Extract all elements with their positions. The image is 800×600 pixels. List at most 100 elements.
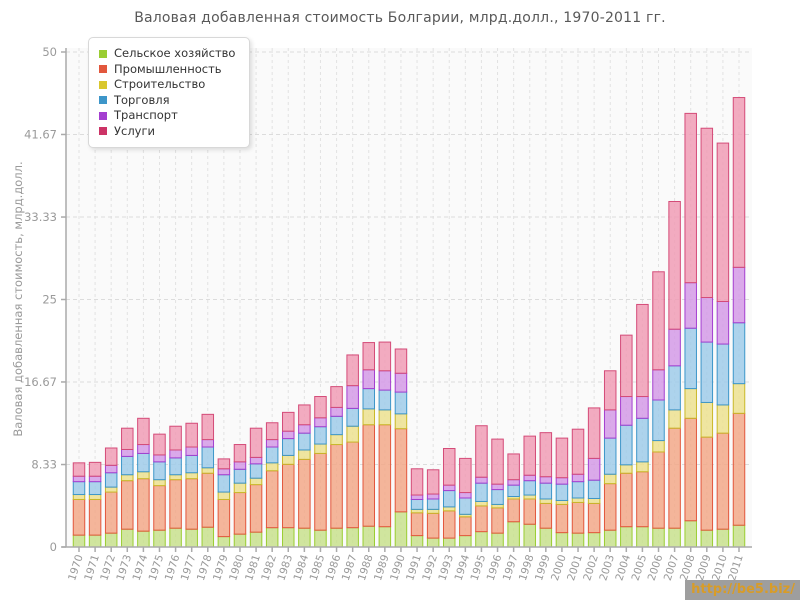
bar-segment[interactable] [716, 142, 730, 302]
bar-segment[interactable] [249, 477, 263, 486]
bar-segment[interactable] [475, 476, 488, 484]
bar-segment[interactable] [459, 516, 472, 537]
bar-segment[interactable] [442, 447, 456, 486]
bar-segment[interactable] [314, 452, 327, 531]
bar-segment[interactable] [620, 424, 633, 466]
bar-segment[interactable] [217, 468, 231, 476]
bar-segment[interactable] [362, 424, 376, 527]
bar-segment[interactable] [603, 437, 617, 475]
bar-segment[interactable] [104, 491, 118, 534]
bar-segment[interactable] [137, 478, 150, 532]
bar-segment[interactable] [426, 498, 440, 510]
bar-segment[interactable] [314, 417, 327, 428]
bar-segment[interactable] [378, 409, 392, 426]
bar-segment[interactable] [636, 417, 649, 463]
bar-segment[interactable] [587, 457, 601, 481]
bar-segment[interactable] [249, 531, 263, 548]
bar-segment[interactable] [104, 486, 118, 493]
bar-segment[interactable] [700, 297, 714, 343]
bar-segment[interactable] [491, 507, 504, 534]
bar-segment[interactable] [732, 383, 746, 414]
bar-segment[interactable] [121, 480, 134, 530]
bar-segment[interactable] [88, 481, 102, 496]
legend-item[interactable]: Торговля [99, 93, 235, 108]
bar-segment[interactable] [716, 528, 730, 548]
bar-segment[interactable] [201, 467, 215, 474]
bar-segment[interactable] [362, 525, 376, 548]
bar-segment[interactable] [169, 425, 182, 451]
bar-segment[interactable] [410, 494, 424, 500]
bar-segment[interactable] [298, 432, 311, 451]
bar-segment[interactable] [620, 464, 633, 474]
bar-segment[interactable] [362, 408, 376, 426]
bar-segment[interactable] [282, 454, 295, 465]
bar-segment[interactable] [153, 454, 166, 463]
bar-segment[interactable] [410, 508, 424, 514]
bar-segment[interactable] [201, 439, 215, 448]
bar-segment[interactable] [539, 482, 553, 500]
bar-segment[interactable] [249, 484, 263, 533]
bar-segment[interactable] [410, 468, 424, 496]
bar-segment[interactable] [72, 498, 86, 536]
bar-segment[interactable] [539, 527, 553, 548]
bar-segment[interactable] [217, 491, 231, 500]
bar-segment[interactable] [684, 388, 697, 419]
bar-segment[interactable] [700, 529, 714, 548]
bar-segment[interactable] [378, 389, 392, 411]
bar-segment[interactable] [298, 424, 311, 434]
bar-segment[interactable] [169, 527, 182, 548]
bar-segment[interactable] [716, 404, 730, 434]
bar-segment[interactable] [217, 498, 231, 538]
bar-segment[interactable] [491, 483, 504, 491]
bar-segment[interactable] [233, 533, 247, 548]
bar-segment[interactable] [137, 417, 150, 446]
bar-segment[interactable] [72, 481, 86, 496]
bar-segment[interactable] [587, 479, 601, 499]
bar-segment[interactable] [539, 432, 553, 478]
bar-segment[interactable] [732, 524, 746, 548]
bar-segment[interactable] [378, 341, 392, 372]
bar-segment[interactable] [442, 506, 456, 512]
bar-segment[interactable] [523, 494, 536, 500]
bar-segment[interactable] [282, 430, 295, 440]
bar-segment[interactable] [185, 454, 198, 474]
bar-segment[interactable] [346, 354, 359, 387]
bar-segment[interactable] [491, 503, 504, 509]
bar-segment[interactable] [394, 391, 408, 415]
bar-segment[interactable] [555, 477, 569, 485]
bar-segment[interactable] [121, 474, 134, 482]
bar-segment[interactable] [426, 512, 440, 539]
bar-segment[interactable] [249, 456, 263, 465]
bar-segment[interactable] [137, 452, 150, 473]
bar-segment[interactable] [88, 475, 102, 483]
bar-segment[interactable] [185, 472, 198, 480]
bar-segment[interactable] [732, 266, 746, 324]
bar-segment[interactable] [394, 511, 408, 548]
bar-segment[interactable] [201, 413, 215, 441]
bar-segment[interactable] [137, 530, 150, 548]
bar-segment[interactable] [571, 501, 585, 534]
bar-segment[interactable] [523, 435, 536, 476]
bar-segment[interactable] [636, 396, 649, 419]
bar-segment[interactable] [539, 476, 553, 484]
bar-segment[interactable] [265, 527, 279, 548]
bar-segment[interactable] [410, 535, 424, 548]
bar-segment[interactable] [491, 489, 504, 505]
bar-segment[interactable] [555, 503, 569, 534]
watermark-link[interactable]: http://be5.biz/ [685, 580, 800, 600]
bar-segment[interactable] [378, 526, 392, 548]
bar-segment[interactable] [603, 409, 617, 439]
bar-segment[interactable] [459, 535, 472, 548]
bar-segment[interactable] [265, 470, 279, 529]
bar-segment[interactable] [668, 527, 681, 548]
bar-segment[interactable] [555, 483, 569, 501]
bar-segment[interactable] [88, 498, 102, 536]
bar-segment[interactable] [346, 527, 359, 548]
bar-segment[interactable] [121, 427, 134, 450]
bar-segment[interactable] [571, 497, 585, 503]
bar-segment[interactable] [459, 497, 472, 515]
bar-segment[interactable] [459, 492, 472, 499]
bar-segment[interactable] [298, 458, 311, 529]
bar-segment[interactable] [233, 444, 247, 463]
bar-segment[interactable] [507, 484, 520, 498]
